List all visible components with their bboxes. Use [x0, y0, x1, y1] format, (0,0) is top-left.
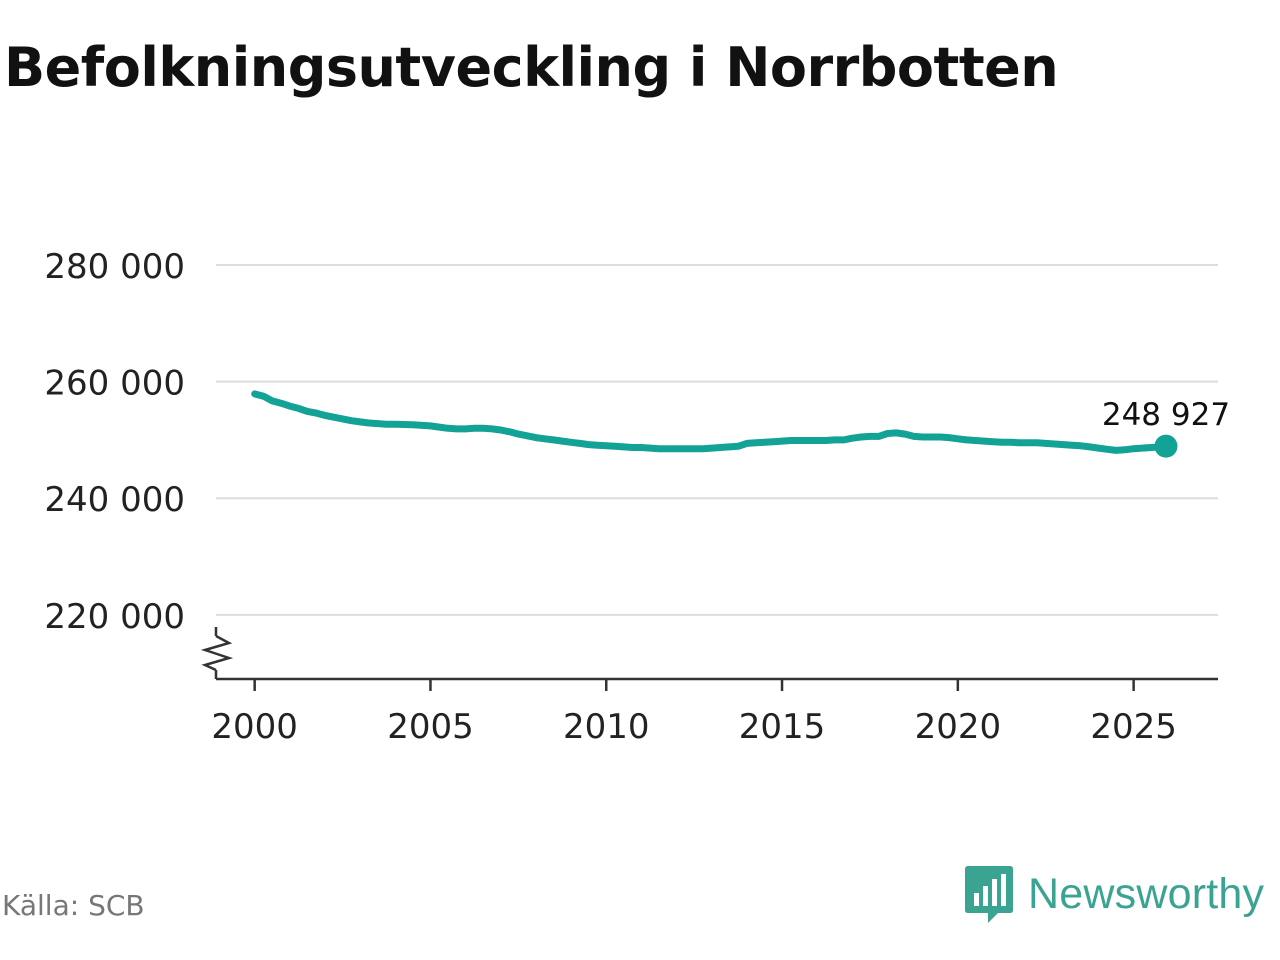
x-tick-label: 2015 — [739, 707, 826, 747]
x-tick-label: 2000 — [211, 707, 298, 747]
source-note: Källa: SCB — [2, 889, 145, 922]
y-tick-label: 280 000 — [44, 247, 185, 287]
brand-logo: Newsworthy — [964, 864, 1264, 924]
annotations: 248 927 — [1102, 397, 1230, 458]
series-line — [251, 390, 1170, 454]
last-value-label: 248 927 — [1102, 397, 1230, 433]
gridlines — [216, 264, 1218, 616]
x-tick-label: 2005 — [387, 707, 474, 747]
chart-title: Befolkningsutveckling i Norrbotten — [4, 36, 1059, 99]
brand-name: Newsworthy — [1028, 869, 1265, 918]
x-tick-label: 2025 — [1090, 707, 1177, 747]
y-tick-label: 260 000 — [44, 364, 185, 404]
x-tick-label: 2010 — [563, 707, 650, 747]
axes: 220 000 240 000 260 000 280 000 2000 2005 2010… — [44, 247, 1218, 747]
x-tick-label: 2020 — [915, 707, 1002, 747]
last-value-point — [1154, 434, 1178, 458]
series — [251, 390, 1170, 454]
chart-bubble-icon — [965, 866, 1013, 923]
axis-break-marker — [200, 634, 234, 672]
y-tick-label: 240 000 — [44, 480, 185, 520]
y-tick-label: 220 000 — [44, 597, 185, 637]
